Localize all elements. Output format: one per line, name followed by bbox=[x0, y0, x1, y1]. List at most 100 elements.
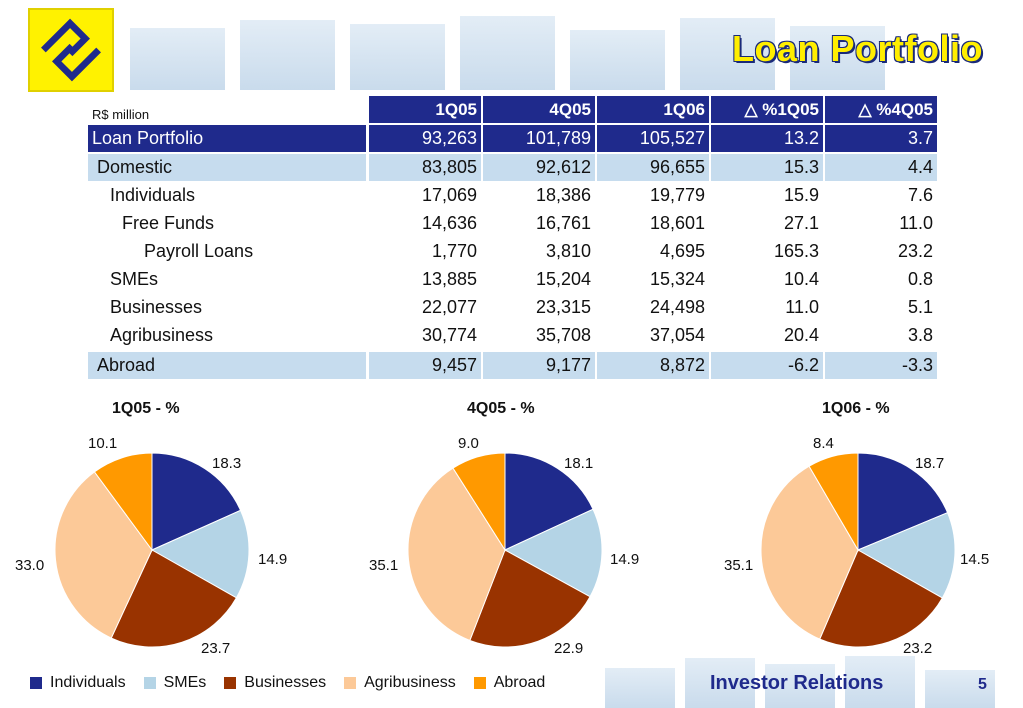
table-cell: 30,774 bbox=[421, 325, 477, 345]
pie-slice-abroad bbox=[808, 452, 859, 552]
chart-title: 1Q06 - % bbox=[822, 400, 890, 417]
legend-item: Individuals bbox=[30, 674, 126, 692]
table-cell: 9,177 bbox=[483, 352, 595, 379]
footer-brand: Investor Relations bbox=[710, 672, 884, 694]
table-row: SMEs 13,885 15,204 15,324 10.4 0.8 bbox=[88, 266, 938, 293]
table-row: Businesses 22,077 23,315 24,498 11.0 5.1 bbox=[88, 294, 938, 321]
pie-slice-smes bbox=[150, 509, 250, 599]
table-cell: 11.0 bbox=[785, 297, 819, 317]
legend-label: Individuals bbox=[50, 674, 126, 691]
pie-chart-1q06 bbox=[760, 452, 956, 648]
pie-chart-4q05 bbox=[407, 452, 603, 648]
table-cell: 10.4 bbox=[783, 269, 819, 289]
table-cell: 93,263 bbox=[369, 125, 481, 152]
table-cell: 19,779 bbox=[649, 185, 705, 205]
table-cell: 8,872 bbox=[597, 352, 709, 379]
data-label: 22.9 bbox=[554, 640, 584, 657]
legend-swatch bbox=[143, 677, 156, 689]
table-header: R$ million 1Q05 4Q05 1Q06 △ %1Q05 △ %4Q0… bbox=[88, 96, 938, 123]
data-label: 23.7 bbox=[201, 640, 231, 657]
table-cell: 9,457 bbox=[369, 352, 481, 379]
data-label: 35.1 bbox=[369, 557, 399, 574]
data-label: 9.0 bbox=[458, 435, 479, 452]
table-cell: 105,527 bbox=[597, 125, 709, 152]
col-header: 4Q05 bbox=[483, 96, 595, 123]
table-cell: -6.2 bbox=[711, 352, 823, 379]
table-cell: 1,770 bbox=[431, 241, 477, 261]
table-cell: 3.7 bbox=[825, 125, 937, 152]
table-cell: 4,695 bbox=[659, 241, 705, 261]
table-cell: 23.2 bbox=[897, 241, 933, 261]
legend-item: Agribusiness bbox=[344, 674, 456, 692]
table-row: Loan Portfolio 93,263 101,789 105,527 13… bbox=[88, 125, 938, 152]
page-title: Loan Portfolio bbox=[732, 28, 983, 69]
legend-label: SMEs bbox=[163, 674, 207, 691]
table-cell: 5.1 bbox=[907, 297, 933, 317]
col-header: △ %1Q05 bbox=[711, 96, 823, 123]
legend-swatch bbox=[224, 677, 237, 689]
row-label: SMEs bbox=[110, 269, 159, 289]
pie-slice-individuals bbox=[504, 452, 594, 551]
row-label: Payroll Loans bbox=[144, 241, 254, 261]
table-cell: 22,077 bbox=[421, 297, 477, 317]
table-cell: 15.3 bbox=[711, 154, 823, 181]
data-label: 18.3 bbox=[212, 455, 242, 472]
legend-label: Abroad bbox=[493, 674, 546, 691]
table-row: Agribusiness 30,774 35,708 37,054 20.4 3… bbox=[88, 322, 938, 349]
row-label: Abroad bbox=[88, 352, 366, 379]
table-row: Abroad 9,457 9,177 8,872 -6.2 -3.3 bbox=[88, 352, 938, 379]
table-cell: 16,761 bbox=[535, 213, 591, 233]
bank-logo bbox=[28, 8, 114, 92]
footer-decoration bbox=[605, 655, 1005, 708]
row-label: Businesses bbox=[110, 297, 203, 317]
table-cell: 17,069 bbox=[421, 185, 477, 205]
table-cell: 4.4 bbox=[825, 154, 937, 181]
legend-swatch bbox=[473, 677, 486, 689]
legend-item: SMEs bbox=[143, 674, 207, 692]
table-cell: -3.3 bbox=[825, 352, 937, 379]
data-label: 14.9 bbox=[610, 551, 640, 568]
table-cell: 37,054 bbox=[649, 325, 705, 345]
row-label: Individuals bbox=[110, 185, 196, 205]
pie-slice-businesses bbox=[819, 549, 943, 648]
pie-slice-individuals bbox=[151, 452, 242, 551]
table-cell: 165.3 bbox=[773, 241, 819, 261]
table-cell: 13,885 bbox=[421, 269, 477, 289]
row-label: Free Funds bbox=[122, 213, 215, 233]
data-label: 35.1 bbox=[724, 557, 754, 574]
table-cell: 15.9 bbox=[783, 185, 819, 205]
pie-slice-agribusiness bbox=[54, 471, 153, 639]
row-label: Agribusiness bbox=[110, 325, 214, 345]
legend-swatch bbox=[344, 677, 357, 689]
data-label: 18.1 bbox=[564, 455, 594, 472]
table-cell: 101,789 bbox=[483, 125, 595, 152]
table-cell: 14,636 bbox=[421, 213, 477, 233]
table-cell: 92,612 bbox=[483, 154, 595, 181]
table-cell: 18,386 bbox=[535, 185, 591, 205]
pie-slice-abroad bbox=[93, 452, 153, 552]
table-cell: 23,315 bbox=[535, 297, 591, 317]
table-cell: 0.8 bbox=[907, 269, 933, 289]
logo-icon bbox=[41, 18, 101, 82]
chart-legend: Individuals SMEs Businesses Agribusiness… bbox=[30, 672, 563, 694]
col-header: △ %4Q05 bbox=[825, 96, 937, 123]
legend-label: Businesses bbox=[244, 674, 327, 691]
table-row: Individuals 17,069 18,386 19,779 15.9 7.… bbox=[88, 182, 938, 209]
table-cell: 96,655 bbox=[597, 154, 709, 181]
pie-slice-smes bbox=[856, 512, 956, 599]
row-label: Domestic bbox=[88, 154, 366, 181]
table-row: Domestic 83,805 92,612 96,655 15.3 4.4 bbox=[88, 154, 938, 181]
table-cell: 15,324 bbox=[649, 269, 705, 289]
table-cell: 3,810 bbox=[545, 241, 591, 261]
table-cell: 3.8 bbox=[907, 325, 933, 345]
table-row: Payroll Loans 1,770 3,810 4,695 165.3 23… bbox=[88, 238, 938, 265]
col-header: 1Q06 bbox=[597, 96, 709, 123]
data-label: 14.9 bbox=[258, 551, 288, 568]
col-header: 1Q05 bbox=[369, 96, 481, 123]
data-label: 18.7 bbox=[915, 455, 945, 472]
pie-slice-smes bbox=[503, 508, 603, 598]
chart-title: 4Q05 - % bbox=[467, 400, 535, 417]
table-cell: 27.1 bbox=[783, 213, 819, 233]
pie-slice-agribusiness bbox=[407, 467, 506, 642]
data-label: 23.2 bbox=[903, 640, 933, 657]
